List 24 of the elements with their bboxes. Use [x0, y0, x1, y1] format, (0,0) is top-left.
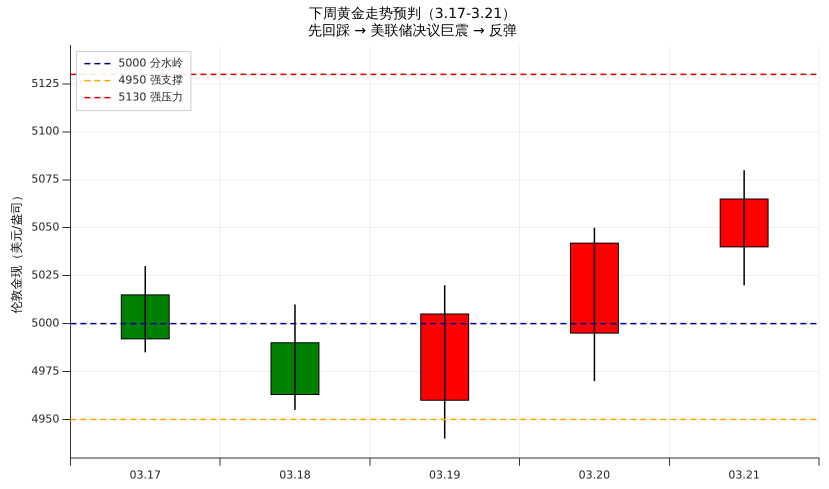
- y-tick-label: 5025: [31, 268, 60, 282]
- legend-label: 5000 分水岭: [118, 56, 183, 70]
- candlestick: [570, 226, 619, 382]
- x-tick-label: 03.20: [578, 468, 610, 482]
- y-axis-title: 伦敦金现（美元/盎司）: [9, 190, 24, 314]
- candlestick: [420, 284, 470, 440]
- x-tick-label: 03.18: [279, 468, 311, 482]
- y-tick-label: 5050: [31, 220, 60, 234]
- candlestick: [270, 304, 320, 411]
- y-tick-label: 4950: [31, 412, 60, 426]
- y-tick-label: 5100: [31, 124, 60, 138]
- x-tick-label: 03.19: [428, 468, 460, 482]
- legend-label: 5130 强压力: [118, 90, 183, 104]
- candlestick: [120, 265, 170, 354]
- x-tick-label: 03.17: [130, 468, 162, 482]
- y-tick-label: 5075: [31, 172, 60, 186]
- y-tick-label: 4975: [31, 364, 60, 378]
- x-tick-label: 03.21: [728, 468, 760, 482]
- y-tick-label: 5000: [31, 316, 60, 330]
- y-tick-label: 5125: [31, 76, 60, 90]
- legend-label: 4950 强支撑: [118, 73, 183, 86]
- candlestick: [720, 169, 769, 286]
- chart-title: 下周黄金走势预判（3.17-3.21）: [308, 6, 516, 22]
- chart-subtitle: 先回踩 → 美联储决议巨震 → 反弹: [308, 22, 518, 39]
